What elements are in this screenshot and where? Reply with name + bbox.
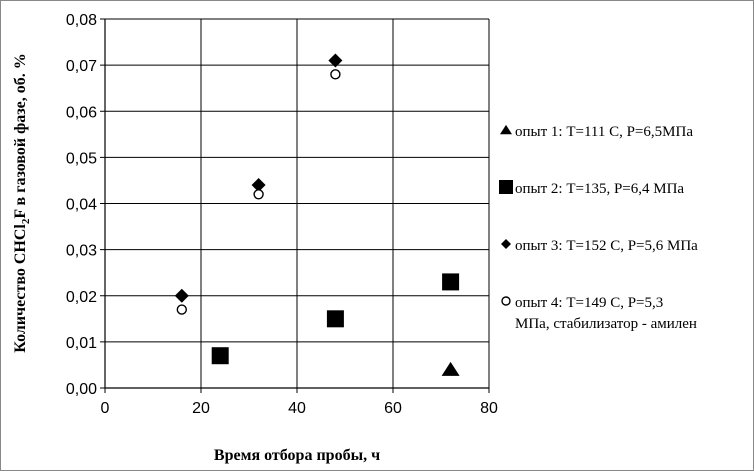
legend-label-4-line-1: опыт 4: T=149 С, P=5,3: [515, 295, 663, 311]
x-tick-label-2: 40: [288, 400, 306, 417]
legend-marker-1: [500, 124, 512, 135]
point-series-3-3: [328, 53, 343, 68]
data-points: [174, 53, 460, 376]
legend: опыт 1: T=111 С, P=6,5МПа опыт 2: T=135, …: [499, 124, 698, 332]
y-tick-label-0: 0,00: [66, 381, 97, 398]
y-tick-label-7: 0,07: [66, 58, 97, 75]
point-series-1-1: [441, 361, 460, 376]
legend-label-1-line-1: опыт 1: T=111 С, P=6,5МПа: [515, 124, 693, 140]
point-series-4-1: [176, 304, 188, 315]
x-tick-label-0: 0: [101, 400, 110, 417]
x-tick-label-4: 80: [480, 400, 498, 417]
x-tick-labels: 0 20 40 60 80: [101, 400, 498, 417]
point-series-3-2: [251, 178, 266, 193]
axes: [100, 18, 490, 393]
y-tick-label-6: 0,06: [66, 104, 97, 121]
point-series-4-3: [330, 69, 341, 80]
y-axis-title-part-2: F в газовой фазе, об. %: [12, 53, 29, 218]
y-tick-labels: 0,00 0,01 0,02 0,03 0,04 0,05 0,06 0,07 0,08: [66, 12, 97, 398]
x-tick-label-3: 60: [384, 400, 402, 417]
y-tick-label-5: 0,05: [66, 150, 97, 167]
point-series-2-2: [326, 310, 344, 328]
y-tick-label-8: 0,08: [66, 12, 97, 29]
legend-marker-4: [501, 296, 511, 306]
legend-label-2-line-1: опыт 2: T=135, P=6,4 МПа: [515, 181, 684, 197]
legend-marker-2: [499, 180, 513, 194]
point-series-2-3: [442, 273, 460, 291]
point-series-2-1: [211, 347, 229, 365]
legend-label-3-line-1: опыт 3: T=152 С, P=5,6 МПа: [515, 238, 698, 254]
y-tick-label-4: 0,04: [66, 197, 97, 214]
x-axis-title: Время отбора пробы, ч: [214, 447, 380, 464]
y-tick-label-1: 0,01: [66, 335, 97, 352]
y-axis-title-part-1: Количество CHCl: [12, 224, 29, 353]
y-tick-label-2: 0,02: [66, 289, 97, 306]
y-axis-title: Количество CHCl2F в газовой фазе, об. %: [12, 53, 32, 352]
point-series-4-2: [253, 189, 264, 200]
legend-marker-3: [501, 239, 511, 249]
point-series-3-1: [174, 288, 189, 303]
x-tick-label-1: 20: [192, 400, 210, 417]
y-axis-title-subscript: 2: [20, 218, 32, 224]
legend-label-4-line-2: МПа, стабилизатор - амилен: [515, 316, 697, 332]
y-tick-label-3: 0,03: [66, 243, 97, 260]
